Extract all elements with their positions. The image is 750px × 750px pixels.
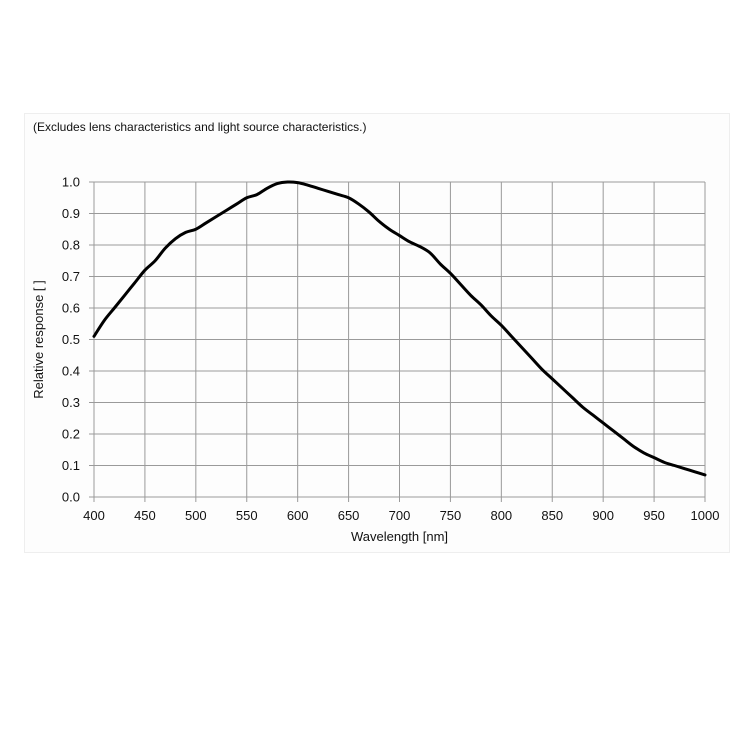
y-tick-label: 0.5 — [62, 332, 80, 347]
x-tick-label: 950 — [643, 508, 665, 523]
y-tick-label: 0.3 — [62, 395, 80, 410]
y-tick-label: 0.1 — [62, 458, 80, 473]
y-tick-label: 0.7 — [62, 269, 80, 284]
x-tick-label: 600 — [287, 508, 309, 523]
y-tick-label: 0.0 — [62, 490, 80, 505]
x-tick-label: 550 — [236, 508, 258, 523]
y-tick-label: 0.2 — [62, 427, 80, 442]
series-line — [92, 180, 707, 477]
x-tick-label: 400 — [83, 508, 105, 523]
x-tick-label: 650 — [338, 508, 360, 523]
y-tick-label: 0.8 — [62, 238, 80, 253]
grid — [89, 181, 706, 502]
chart-svg: 400 450 500 550 600 650 700 750 800 850 900 950 1000… — [31, 175, 720, 545]
x-tick-label: 800 — [490, 508, 512, 523]
series-lines — [92, 180, 707, 477]
x-tick-label: 1000 — [691, 508, 720, 523]
x-tick-label: 500 — [185, 508, 207, 523]
y-tick-label: 0.4 — [62, 364, 80, 379]
x-tick-label: 850 — [541, 508, 563, 523]
tick-labels: 400 450 500 550 600 650 700 750 800 850 900 950 1000… — [62, 175, 720, 524]
y-tick-label: 0.9 — [62, 206, 80, 221]
x-tick-label: 750 — [440, 508, 462, 523]
x-axis-title: Wavelength [nm] — [351, 529, 448, 544]
y-tick-label: 0.6 — [62, 301, 80, 316]
chart-note: (Excludes lens characteristics and light… — [33, 120, 367, 134]
x-tick-label: 450 — [134, 508, 156, 523]
x-tick-label: 700 — [389, 508, 411, 523]
y-tick-label: 1.0 — [62, 175, 80, 190]
x-tick-label: 900 — [592, 508, 614, 523]
chart-figure: (Excludes lens characteristics and light… — [24, 113, 730, 553]
y-axis-title: Relative response [ ] — [31, 280, 46, 399]
